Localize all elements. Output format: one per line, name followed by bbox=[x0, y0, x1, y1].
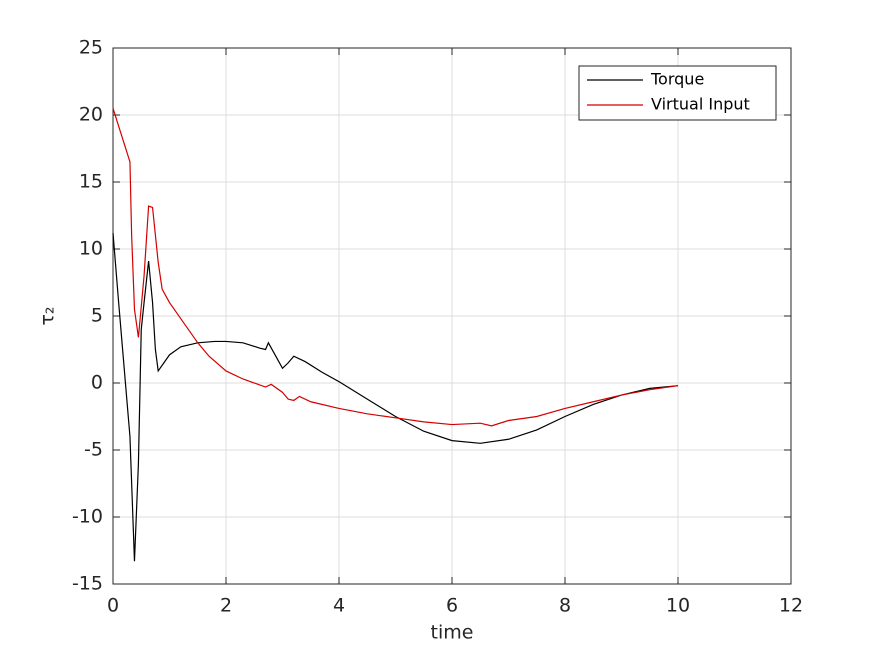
x-tick-label: 2 bbox=[220, 595, 232, 617]
x-axis-label: time bbox=[431, 622, 474, 644]
y-tick-label: 15 bbox=[79, 171, 103, 193]
series-line bbox=[112, 232, 679, 562]
x-tick-label: 8 bbox=[559, 595, 571, 617]
y-tick-label: 5 bbox=[91, 305, 103, 327]
y-tick-label: -10 bbox=[72, 506, 103, 528]
x-tick-label: 12 bbox=[779, 595, 803, 617]
series-line bbox=[112, 108, 679, 427]
x-tick-label: 0 bbox=[107, 595, 119, 617]
y-tick-label: 20 bbox=[79, 104, 103, 126]
legend-label: Torque bbox=[650, 70, 704, 89]
y-tick-label: -5 bbox=[84, 439, 103, 461]
y-tick-label: 25 bbox=[79, 37, 103, 59]
x-tick-label: 10 bbox=[666, 595, 690, 617]
x-tick-label: 6 bbox=[446, 595, 458, 617]
x-tick-label: 4 bbox=[333, 595, 345, 617]
y-tick-label: 0 bbox=[91, 372, 103, 394]
y-axis-label: τ₂ bbox=[37, 306, 59, 325]
y-tick-label: -15 bbox=[72, 573, 103, 595]
legend-label: Virtual Input bbox=[651, 95, 750, 114]
y-tick-label: 10 bbox=[79, 238, 103, 260]
axes-box bbox=[112, 47, 792, 585]
legend-box bbox=[578, 65, 777, 121]
